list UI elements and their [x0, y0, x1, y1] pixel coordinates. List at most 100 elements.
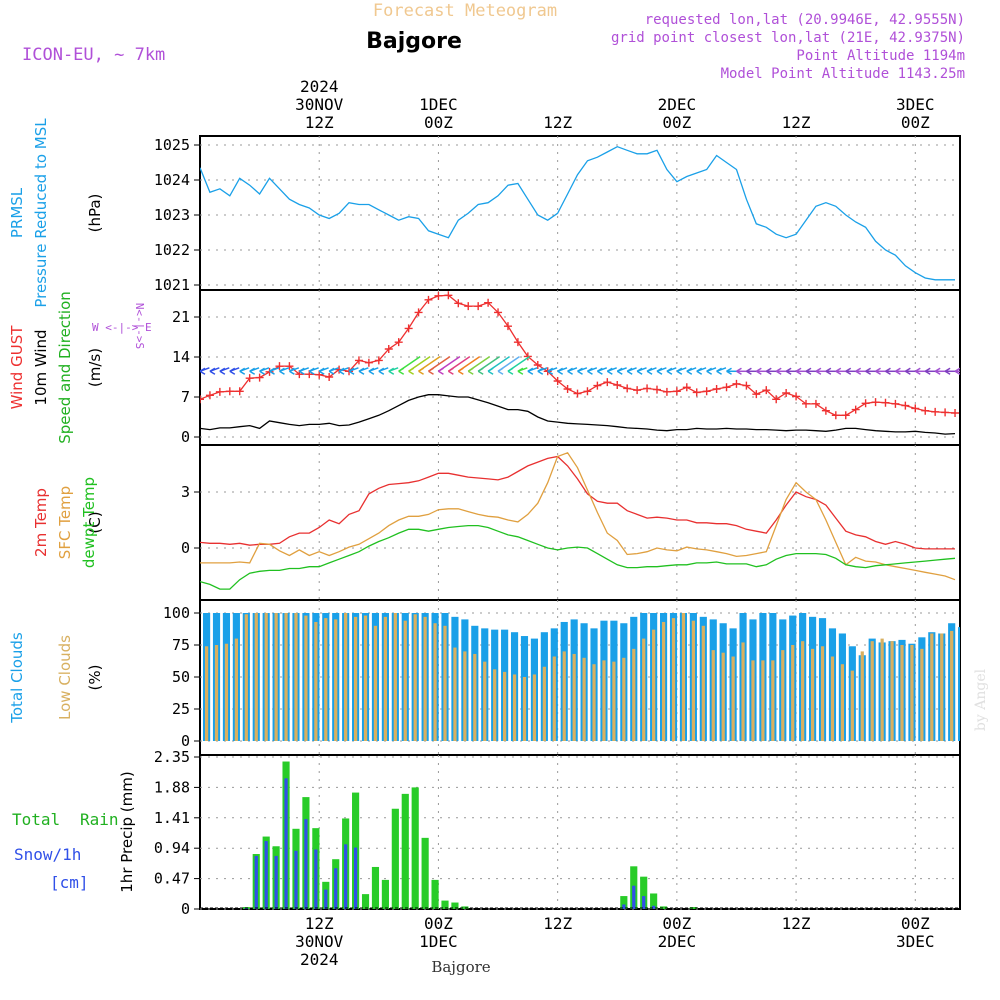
- bar-low-clouds: [920, 648, 924, 741]
- bar-low-clouds: [801, 641, 805, 741]
- top-tick-label: 12Z: [543, 113, 572, 132]
- model-label: ICON-EU, ~ 7km: [22, 45, 165, 65]
- series-line-10m-wind-speed: [200, 394, 956, 435]
- wind-arrow-head: [219, 367, 226, 375]
- gust-marker: [762, 386, 771, 395]
- bar-low-clouds: [820, 646, 825, 741]
- ytick-label: 0.47: [154, 870, 190, 888]
- bar-low-clouds: [542, 666, 546, 741]
- gust-marker: [831, 411, 840, 420]
- wind-arrow-head: [924, 367, 931, 375]
- bar-low-clouds: [930, 633, 934, 741]
- bar-low-clouds: [493, 669, 497, 741]
- gust-marker: [643, 384, 652, 393]
- gust-marker: [434, 291, 443, 300]
- wind-arrow-head: [418, 367, 424, 375]
- wind-arrow-head: [318, 367, 325, 375]
- panel-frame: [199, 444, 961, 601]
- wind-arrow-head: [606, 367, 613, 375]
- series-line-prmsl: [200, 145, 955, 281]
- wind-arrow-head: [845, 367, 852, 375]
- bar-low-clouds: [453, 647, 457, 741]
- bar-low-clouds: [552, 656, 556, 741]
- ytick-label: 0: [181, 539, 190, 557]
- ytick-label: 2.35: [154, 748, 190, 766]
- wind-arrow-head: [885, 367, 891, 375]
- bar-low-clouds: [344, 613, 348, 741]
- bar-low-clouds: [463, 651, 467, 741]
- point-altitude: Point Altitude 1194m: [796, 48, 965, 64]
- bar-low-clouds: [334, 619, 338, 741]
- panels: 1021 1022 1023 1024 1025 (hPa) PRMSL Pressure R…: [8, 118, 961, 918]
- bar-low-clouds: [701, 625, 705, 741]
- panel-side-label: Low Clouds: [56, 635, 74, 720]
- gust-marker: [881, 398, 890, 407]
- bar-snow-1h: [652, 905, 656, 909]
- wind-arrow-head: [825, 367, 832, 375]
- wind-arrow-head: [378, 367, 385, 375]
- wind-arrow-head: [785, 367, 792, 375]
- gust-marker: [792, 392, 801, 401]
- bar-low-clouds: [274, 613, 278, 741]
- bar-low-clouds: [810, 648, 815, 741]
- wind-arrow-head: [815, 367, 822, 375]
- bar-low-clouds: [642, 638, 646, 741]
- bar-total-rain: [421, 837, 429, 909]
- requested-coords: requested lon,lat (20.9946E, 42.9555N): [645, 12, 965, 28]
- label-total: Total: [12, 810, 60, 829]
- bar-snow-1h: [264, 841, 268, 909]
- panel-plot-area: [200, 145, 955, 281]
- bar-low-clouds: [602, 660, 606, 741]
- bar-total-clouds: [958, 627, 960, 741]
- wind-arrow-head: [875, 367, 881, 375]
- wind-arrow-head: [696, 367, 703, 375]
- bar-snow-1h: [344, 844, 348, 909]
- bar-low-clouds: [393, 613, 397, 741]
- wind-arrow-head: [895, 367, 901, 375]
- bar-low-clouds: [204, 646, 209, 741]
- wind-arrow-head: [934, 367, 941, 375]
- wind-arrow-head: [348, 367, 355, 375]
- panel-frame: [199, 289, 961, 446]
- panel-side-label: 10m Wind: [32, 329, 50, 405]
- panel-side-label: Total Clouds: [8, 632, 26, 724]
- panel-frame: [199, 135, 961, 291]
- gust-marker: [623, 384, 632, 393]
- compass-we: W <-|-> E: [92, 321, 152, 334]
- footer-location: Bajgore: [431, 958, 490, 976]
- bar-total-rain: [431, 879, 439, 909]
- gust-marker: [911, 404, 920, 413]
- wind-arrow-head: [259, 367, 265, 375]
- bottom-tick-label: 12Z: [305, 914, 334, 933]
- wind-arrow-head: [795, 367, 802, 375]
- gust-marker: [861, 399, 870, 408]
- gridpoint-coords: grid point closest lon,lat (21E, 42.9375…: [611, 30, 965, 46]
- bar-low-clouds: [443, 625, 447, 741]
- bar-total-rain: [689, 907, 697, 909]
- wind-arrow-head: [626, 367, 633, 375]
- panel-ylabel: (m/s): [86, 348, 104, 387]
- bottom-tick-label: 1DEC: [419, 932, 458, 951]
- bar-low-clouds: [940, 633, 944, 741]
- gust-marker: [494, 308, 503, 317]
- bar-low-clouds: [284, 613, 288, 741]
- wind-arrow-head: [646, 367, 653, 375]
- gust-marker: [652, 385, 661, 394]
- ytick-label: 1022: [154, 241, 190, 259]
- wind-arrow-head: [914, 367, 921, 375]
- bottom-tick-label: 30NOV: [295, 932, 344, 951]
- gust-marker: [891, 399, 900, 408]
- top-tick-label: 00Z: [901, 113, 930, 132]
- ytick-label: 0.94: [154, 839, 190, 857]
- wind-arrow-head: [567, 367, 573, 375]
- gust-marker: [573, 389, 582, 398]
- wind-arrow-head: [944, 367, 951, 375]
- gust-marker: [543, 367, 552, 376]
- wind-arrow-head: [527, 367, 534, 375]
- bar-low-clouds: [830, 656, 835, 741]
- watermark: by Angel: [973, 668, 989, 731]
- bar-low-clouds: [840, 664, 845, 741]
- gust-marker: [484, 298, 493, 307]
- wind-arrow-head: [765, 367, 772, 375]
- wind-arrow-head: [477, 367, 484, 375]
